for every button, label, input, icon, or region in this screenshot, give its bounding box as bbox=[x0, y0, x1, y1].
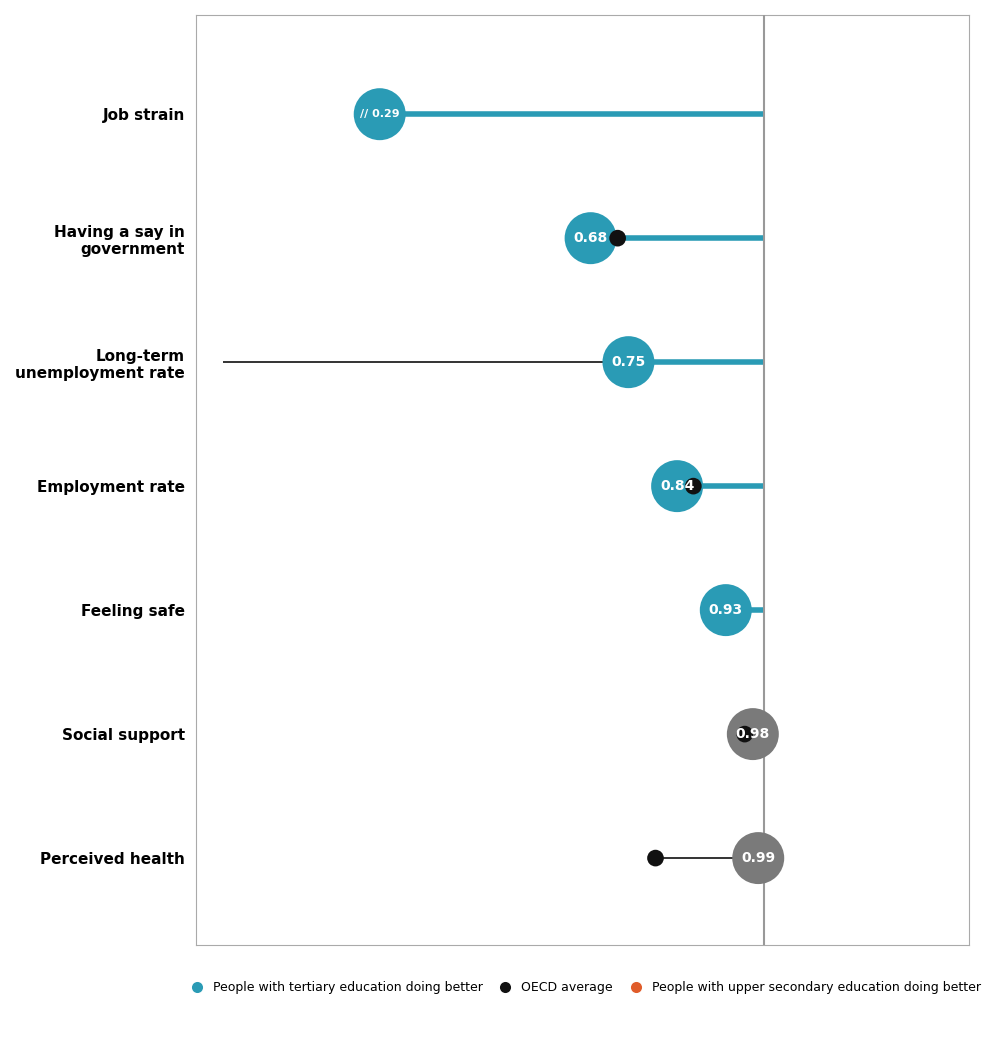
Point bbox=[745, 725, 761, 742]
Text: 0.98: 0.98 bbox=[736, 727, 770, 741]
Point bbox=[610, 230, 626, 246]
Point bbox=[372, 106, 388, 123]
Point bbox=[750, 850, 766, 867]
Point bbox=[583, 230, 599, 246]
Text: 0.68: 0.68 bbox=[573, 232, 608, 245]
Point bbox=[620, 354, 636, 371]
Point bbox=[718, 602, 734, 618]
Point bbox=[669, 478, 685, 495]
Legend: People with tertiary education doing better, OECD average, People with upper sec: People with tertiary education doing bet… bbox=[179, 976, 986, 999]
Text: 0.99: 0.99 bbox=[741, 851, 775, 865]
Point bbox=[737, 725, 753, 742]
Text: 0.84: 0.84 bbox=[660, 479, 694, 494]
Point bbox=[647, 850, 663, 867]
Text: // 0.29: // 0.29 bbox=[360, 109, 400, 119]
Point bbox=[685, 478, 701, 495]
Text: 0.75: 0.75 bbox=[611, 355, 646, 369]
Text: 0.93: 0.93 bbox=[709, 603, 743, 617]
